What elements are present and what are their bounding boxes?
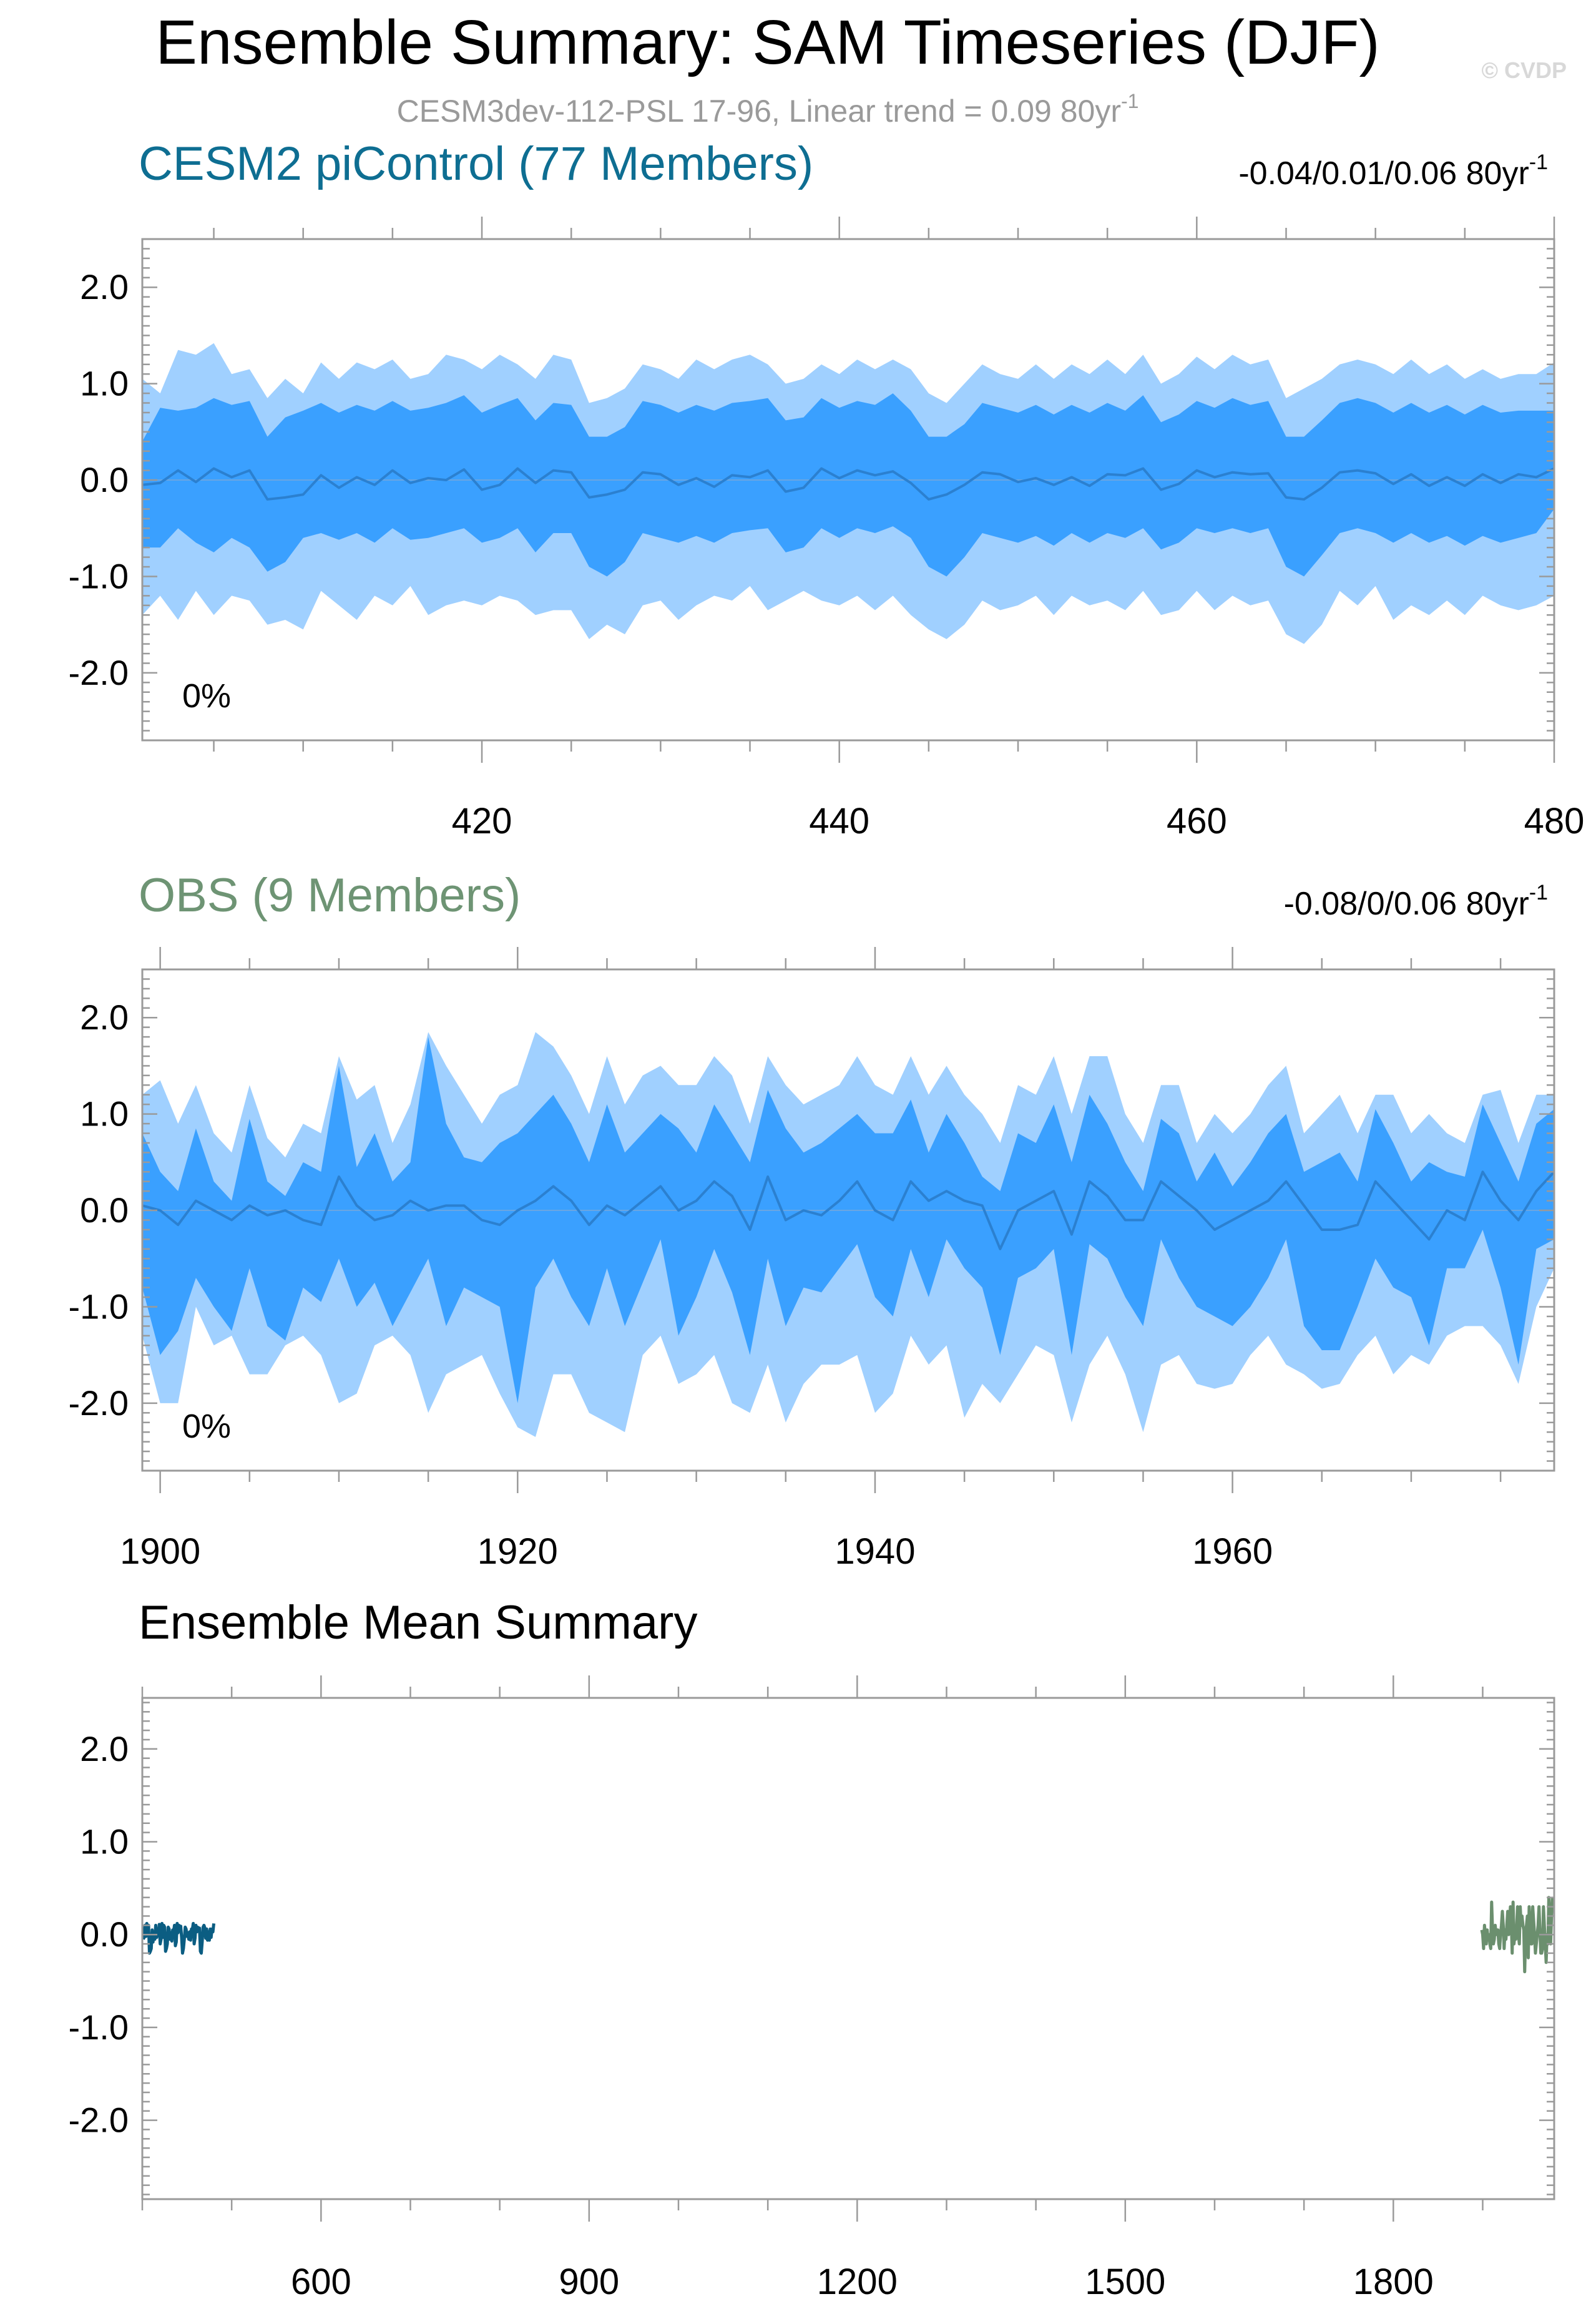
- panel-cesm2-ytick-label: 0.0: [80, 460, 129, 499]
- panel-obs-ytick-label: 1.0: [80, 1094, 129, 1134]
- panel-cesm2-xtick-label: 440: [809, 801, 869, 841]
- panel-cesm2-ytick-label: -2.0: [69, 653, 129, 692]
- panel-obs-trend: -0.08/0/0.06 80yr-1: [1284, 881, 1548, 922]
- panel-ensemble-mean-frame: [141, 1697, 1555, 2200]
- panel-ensemble-mean-xtick-label: 1500: [1085, 2262, 1165, 2302]
- panel-cesm2-ytick-label: -1.0: [69, 556, 129, 596]
- panel-ensemble-mean-series-1: [1480, 1896, 1554, 1974]
- panel-cesm2-percent: 0%: [182, 677, 231, 715]
- panel-obs-title: OBS (9 Members): [139, 869, 521, 922]
- panel-cesm2-xtick-label: 460: [1167, 801, 1227, 841]
- panel-ensemble-mean-plot: 2.0 1.0 0.0 -1.0 -2.0 600 900 1200 1500 1800: [69, 1675, 1555, 2302]
- panel-ensemble-mean-xtick-label: 600: [291, 2262, 351, 2302]
- figure-subtitle-text: CESM3dev-112-PSL 17-96, Linear trend = 0…: [397, 94, 1121, 129]
- panel-obs-xtick-label: 1960: [1192, 1531, 1273, 1572]
- panel-ensemble-mean-title: Ensemble Mean Summary: [139, 1596, 697, 1649]
- panel-obs-trend-sup: -1: [1529, 881, 1548, 905]
- panel-ensemble-mean-xtick-label: 1800: [1353, 2262, 1434, 2302]
- panel-obs-inner-band: [142, 1037, 1554, 1403]
- watermark: © CVDP: [1481, 57, 1567, 83]
- panel-cesm2-ytick-label: 2.0: [80, 267, 129, 306]
- panel-ensemble-mean-ytick-label: -2.0: [69, 2101, 129, 2140]
- panel-cesm2-trend: -0.04/0.01/0.06 80yr-1: [1238, 150, 1548, 192]
- panel-obs-ytick-label: 0.0: [80, 1190, 129, 1230]
- panel-ensemble-mean: Ensemble Mean Summary 2.0 1.0 0.0 -1.0 -2.0 6…: [69, 1596, 1555, 2302]
- panel-obs-ytick-label: 2.0: [80, 998, 129, 1037]
- panel-obs-xtick-label: 1940: [835, 1531, 915, 1572]
- figure-title: Ensemble Summary: SAM Timeseries (DJF): [155, 7, 1379, 77]
- panel-ensemble-mean-series-0: [142, 1921, 216, 1955]
- panel-cesm2-ytick-label: 1.0: [80, 364, 129, 403]
- panel-ensemble-mean-ytick-label: 1.0: [80, 1821, 129, 1861]
- panel-cesm2-inner-band: [142, 393, 1554, 577]
- panel-cesm2-plot: 2.0 1.0 0.0 -1.0 -2.0 420 440 460 480: [69, 217, 1585, 841]
- panel-cesm2-trend-sup: -1: [1529, 150, 1548, 174]
- panel-ensemble-mean-ytick-label: 2.0: [80, 1729, 129, 1768]
- panel-obs-xtick-label: 1900: [120, 1531, 200, 1572]
- panel-cesm2-xtick-label: 420: [452, 801, 512, 841]
- panel-cesm2-xtick-label: 480: [1524, 801, 1585, 841]
- panel-cesm2-title: CESM2 piControl (77 Members): [139, 137, 813, 190]
- figure-subtitle-sup: -1: [1121, 90, 1138, 112]
- panel-cesm2-median-line: [142, 467, 1555, 501]
- panel-cesm2-trend-text: -0.04/0.01/0.06 80yr: [1238, 155, 1529, 192]
- panel-ensemble-mean-ytick-label: 0.0: [80, 1914, 129, 1954]
- panel-obs: OBS (9 Members) -0.08/0/0.06 80yr-1 2.0 1…: [69, 869, 1555, 1572]
- panel-ensemble-mean-ytick-label: -1.0: [69, 2008, 129, 2047]
- panel-obs-xtick-label: 1920: [477, 1531, 558, 1572]
- panel-obs-trend-text: -0.08/0/0.06 80yr: [1284, 886, 1529, 922]
- panel-obs-ytick-label: -1.0: [69, 1287, 129, 1326]
- figure-subtitle: CESM3dev-112-PSL 17-96, Linear trend = 0…: [397, 90, 1139, 129]
- panel-obs-median-line: [142, 1170, 1555, 1250]
- panel-cesm2: CESM2 piControl (77 Members) -0.04/0.01/…: [69, 137, 1585, 841]
- panel-ensemble-mean-xtick-label: 1200: [817, 2262, 898, 2302]
- panel-obs-percent: 0%: [182, 1408, 231, 1445]
- panel-obs-ytick-label: -2.0: [69, 1383, 129, 1423]
- panel-ensemble-mean-xtick-label: 900: [559, 2262, 619, 2302]
- panel-obs-plot: 2.0 1.0 0.0 -1.0 -2.0 1900 1920 1940 1960: [69, 947, 1555, 1572]
